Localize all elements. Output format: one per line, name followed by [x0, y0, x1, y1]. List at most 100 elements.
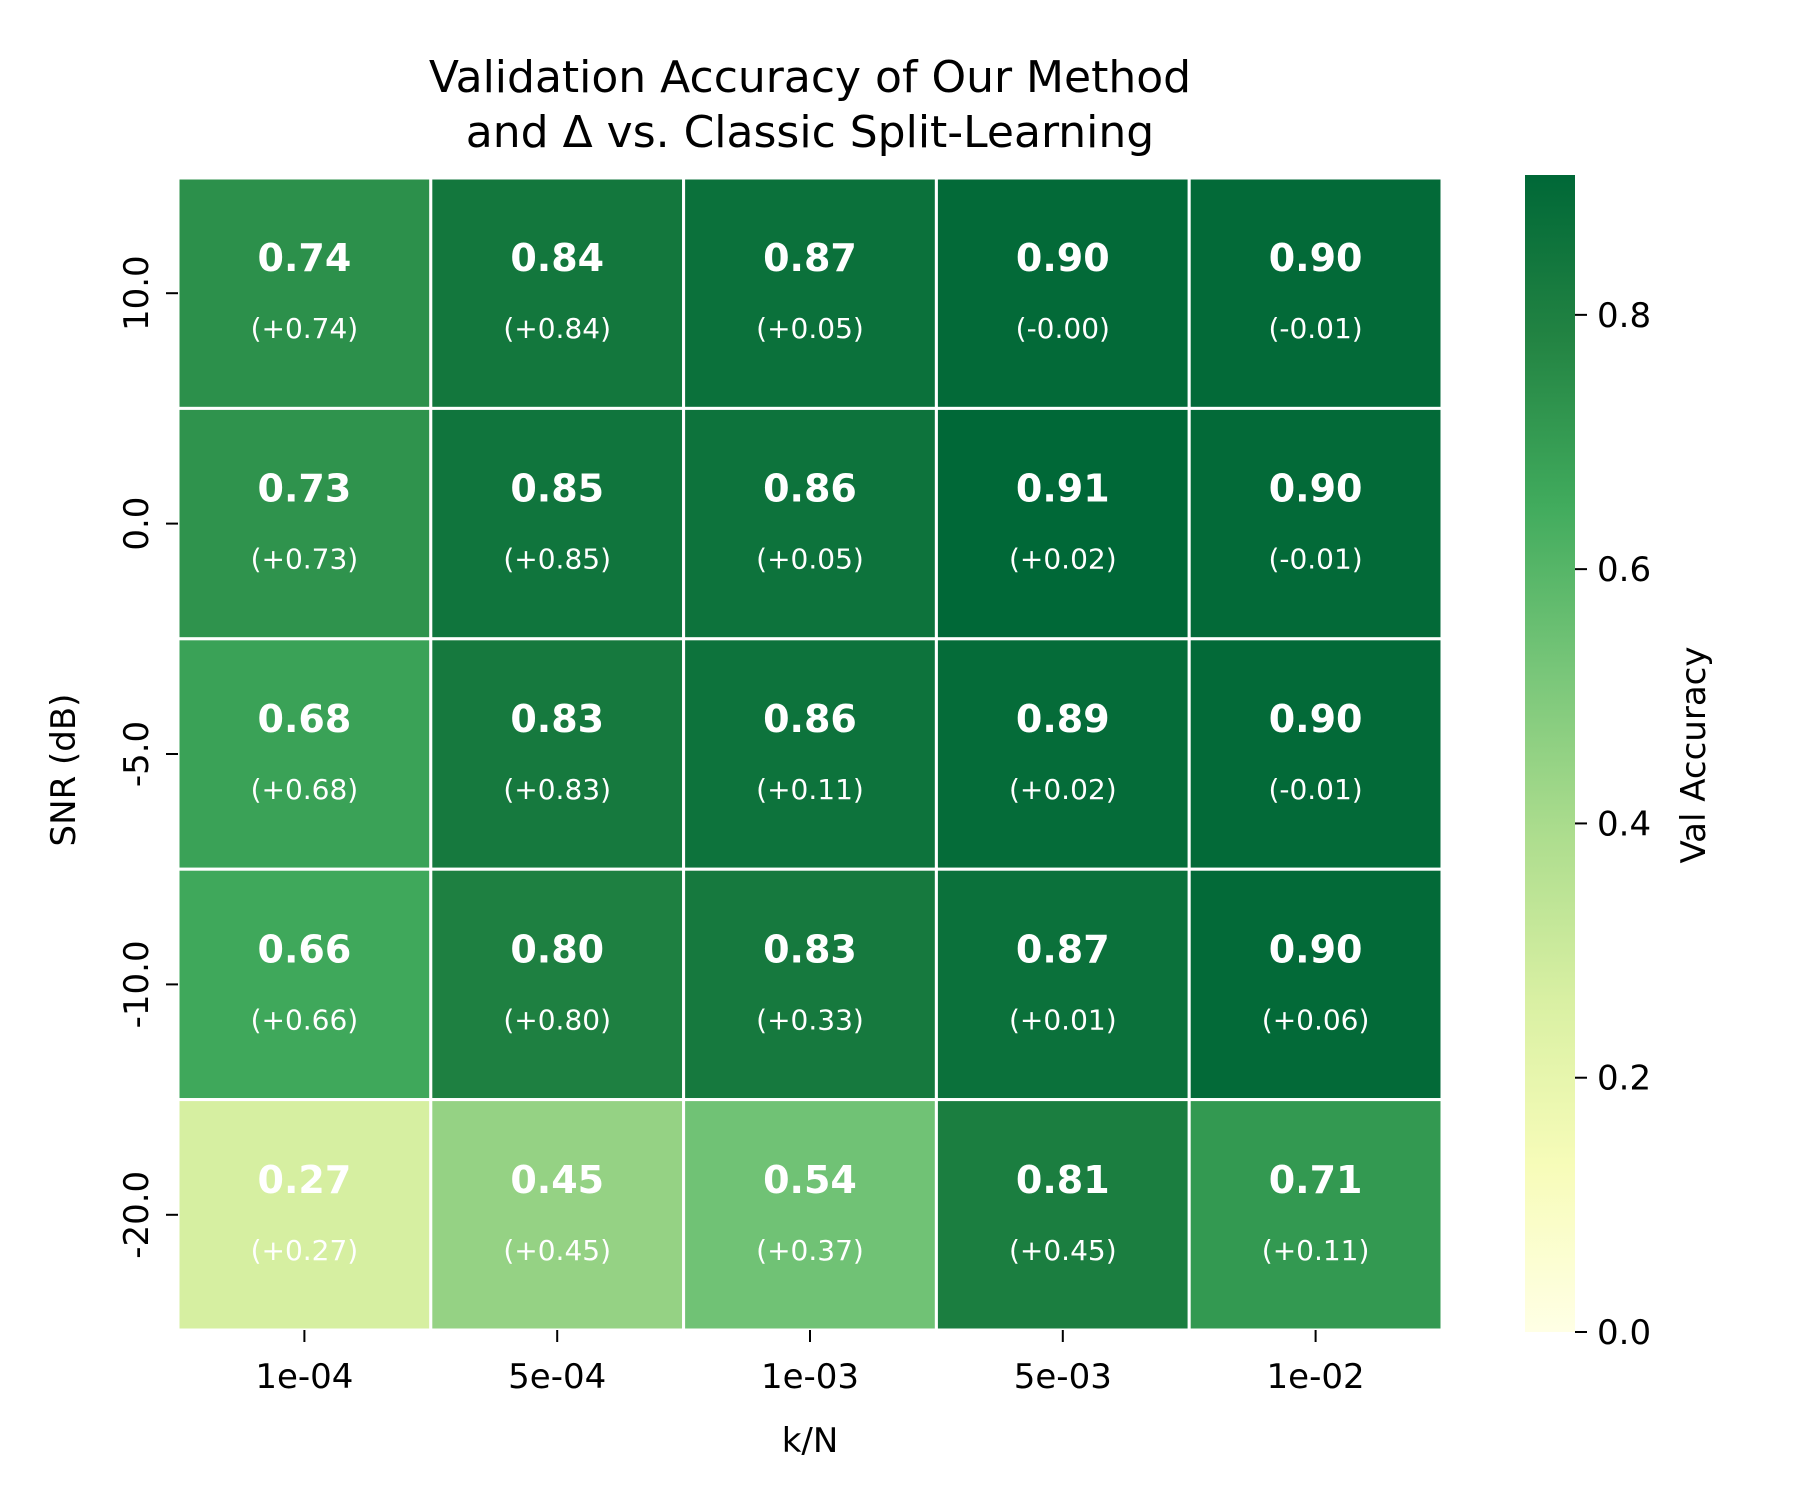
- cell-value-label: 0.66: [258, 927, 352, 971]
- heatmap-cell: [176, 637, 433, 871]
- cell-value-label: 0.74: [258, 236, 352, 280]
- colorbar-tick-label: 0.4: [1597, 804, 1651, 844]
- heatmap-cell: [176, 1098, 433, 1332]
- heatmap-cell: [1187, 637, 1444, 871]
- cell-delta-label: (+0.05): [756, 312, 864, 345]
- cell-value-label: 0.85: [510, 467, 604, 511]
- cell-delta-label: (-0.00): [1016, 312, 1110, 345]
- heatmap-cell: [429, 637, 686, 871]
- y-tick-label: -10.0: [117, 940, 157, 1028]
- colorbar: [1525, 175, 1575, 1332]
- heatmap-cell: [176, 867, 433, 1102]
- cell-value-label: 0.68: [258, 697, 352, 741]
- cell-value-label: 0.54: [763, 1158, 857, 1202]
- cell-value-label: 0.87: [1016, 927, 1110, 971]
- cell-value-label: 0.81: [1016, 1158, 1110, 1202]
- cell-delta-label: (+0.68): [251, 773, 359, 806]
- cell-value-label: 0.86: [763, 467, 857, 511]
- cell-value-label: 0.90: [1269, 697, 1363, 741]
- cell-delta-label: (+0.66): [251, 1003, 359, 1036]
- x-axis-ticks: 1e-04 5e-04 1e-03 5e-03 1e-02: [255, 1330, 1365, 1397]
- heatmap-cell: [1187, 1098, 1444, 1332]
- heatmap-cell: [1187, 867, 1444, 1102]
- heatmap-cell: [682, 176, 938, 410]
- cell-delta-label: (+0.74): [251, 312, 359, 345]
- x-tick-label: 5e-04: [508, 1357, 606, 1397]
- cell-value-label: 0.73: [258, 467, 352, 511]
- cell-delta-label: (+0.45): [1009, 1234, 1117, 1267]
- colorbar-ticks: 0.0 0.2 0.4 0.6 0.8: [1575, 296, 1651, 1353]
- cell-value-label: 0.84: [510, 236, 604, 280]
- x-tick-label: 1e-04: [255, 1357, 353, 1397]
- cell-value-label: 0.83: [763, 927, 857, 971]
- cell-delta-label: (+0.84): [503, 312, 611, 345]
- heatmap-cell: [429, 1098, 686, 1332]
- heatmap-cell: [934, 867, 1191, 1102]
- cell-value-label: 0.87: [763, 236, 857, 280]
- heatmap-cell: [682, 406, 938, 641]
- cell-value-label: 0.91: [1016, 467, 1110, 511]
- y-axis-label: SNR (dB): [44, 694, 84, 847]
- cell-delta-label: (+0.73): [251, 543, 359, 576]
- heatmap-cell: [176, 406, 433, 641]
- y-tick-label: -5.0: [117, 721, 157, 787]
- heatmap-cell: [429, 867, 686, 1102]
- y-tick-label: 10.0: [117, 255, 157, 331]
- cell-delta-label: (+0.11): [756, 773, 864, 806]
- heatmap-cell: [429, 406, 686, 641]
- y-axis-ticks: 10.0 0.0 -5.0 -10.0 -20.0: [117, 255, 178, 1259]
- cell-delta-label: (+0.83): [503, 773, 611, 806]
- cell-delta-label: (+0.85): [503, 543, 611, 576]
- heatmap-cell: [934, 406, 1191, 641]
- cell-delta-label: (+0.02): [1009, 773, 1117, 806]
- heatmap-cell: [429, 176, 686, 410]
- cell-delta-label: (+0.01): [1009, 1003, 1117, 1036]
- cell-delta-label: (-0.01): [1268, 312, 1362, 345]
- cell-value-label: 0.90: [1016, 236, 1110, 280]
- x-tick-label: 1e-02: [1267, 1357, 1365, 1397]
- cell-value-label: 0.89: [1016, 697, 1110, 741]
- cell-value-label: 0.71: [1269, 1158, 1363, 1202]
- heatmap-cell: [934, 1098, 1191, 1332]
- heatmap-cell: [176, 176, 433, 410]
- y-tick-label: 0.0: [117, 497, 157, 551]
- x-tick-label: 1e-03: [761, 1357, 859, 1397]
- chart-title-line-1: Validation Accuracy of Our Method: [429, 52, 1191, 103]
- chart-title-line-2: and Δ vs. Classic Split-Learning: [466, 107, 1154, 158]
- heatmap-cell: [682, 867, 938, 1102]
- cell-value-label: 0.90: [1269, 467, 1363, 511]
- cell-delta-label: (-0.01): [1268, 543, 1362, 576]
- cell-value-label: 0.80: [510, 927, 604, 971]
- cell-delta-label: (+0.11): [1262, 1234, 1370, 1267]
- cell-delta-label: (+0.37): [756, 1234, 864, 1267]
- colorbar-tick-label: 0.8: [1597, 296, 1651, 336]
- cell-value-label: 0.86: [763, 697, 857, 741]
- heatmap-cell: [682, 1098, 938, 1332]
- cell-value-label: 0.27: [258, 1158, 352, 1202]
- cell-delta-label: (+0.02): [1009, 543, 1117, 576]
- colorbar-label: Val Accuracy: [1674, 647, 1714, 864]
- heatmap-cell: [682, 637, 938, 871]
- heatmap-cell: [934, 637, 1191, 871]
- y-tick-label: -20.0: [117, 1171, 157, 1259]
- cell-delta-label: (+0.80): [503, 1003, 611, 1036]
- colorbar-tick-label: 0.6: [1597, 550, 1651, 590]
- cell-value-label: 0.90: [1269, 927, 1363, 971]
- heatmap-cells: 0.74 (+0.74) 0.84 (+0.84) 0.87 (+0.05) 0.90 (-0…: [176, 176, 1444, 1332]
- x-axis-label: k/N: [782, 1421, 839, 1461]
- cell-delta-label: (+0.45): [503, 1234, 611, 1267]
- colorbar-tick-label: 0.2: [1597, 1059, 1651, 1099]
- x-tick-label: 5e-03: [1014, 1357, 1112, 1397]
- cell-delta-label: (+0.05): [756, 543, 864, 576]
- cell-value-label: 0.83: [510, 697, 604, 741]
- heatmap-cell: [934, 176, 1191, 410]
- colorbar-tick-label: 0.0: [1597, 1313, 1651, 1353]
- cell-delta-label: (+0.27): [251, 1234, 359, 1267]
- cell-value-label: 0.90: [1269, 236, 1363, 280]
- cell-delta-label: (-0.01): [1268, 773, 1362, 806]
- cell-delta-label: (+0.33): [756, 1003, 864, 1036]
- cell-value-label: 0.45: [510, 1158, 604, 1202]
- cell-delta-label: (+0.06): [1262, 1003, 1370, 1036]
- heatmap-cell: [1187, 176, 1444, 410]
